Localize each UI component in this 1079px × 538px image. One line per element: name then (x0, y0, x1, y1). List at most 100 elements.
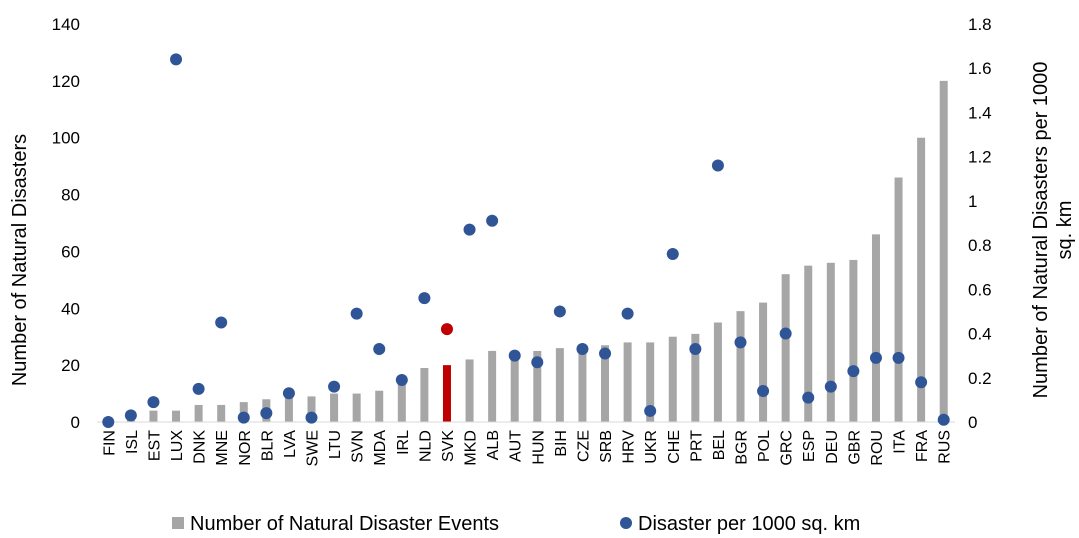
bar-pol (759, 302, 768, 422)
x-tick-label: MDA (372, 430, 389, 466)
point-rus (937, 413, 950, 426)
bar-prt (691, 333, 700, 422)
x-tick-label: ALB (485, 430, 502, 460)
bar-dnk (194, 404, 203, 422)
right-axis-title-line-1: Number of Natural Disasters per 1000 (1030, 62, 1052, 399)
legend-swatch-bar (172, 517, 184, 529)
x-tick-label: BIH (553, 430, 570, 457)
x-tick-label: LUX (169, 430, 186, 461)
point-esp (802, 391, 815, 404)
bar-irl (397, 379, 406, 422)
point-ukr (644, 404, 657, 417)
point-hun (531, 356, 544, 369)
point-mne (215, 316, 228, 329)
point-alb (486, 214, 499, 227)
point-aut (508, 349, 521, 362)
bars-series (126, 80, 948, 422)
x-tick-label: AUT (508, 430, 525, 462)
x-tick-label: DNK (192, 430, 209, 464)
legend: Number of Natural Disaster Events Disast… (172, 513, 860, 535)
point-swe (305, 411, 318, 424)
point-bgr (734, 336, 747, 349)
x-tick-label: HUN (530, 430, 547, 465)
x-tick-label: SVN (350, 430, 367, 463)
point-irl (395, 373, 408, 386)
point-ltu (328, 380, 341, 393)
x-tick-label: PRT (688, 430, 705, 462)
point-cze (576, 343, 589, 356)
x-tick-label: NLD (417, 430, 434, 462)
bar-rus (939, 80, 948, 422)
point-nld (418, 292, 431, 305)
x-tick-label: RUS (937, 430, 954, 464)
bar-mne (217, 404, 226, 422)
scatter-series (102, 53, 950, 428)
point-est (147, 396, 160, 409)
x-tick-label: GRC (779, 430, 796, 466)
bar-hrv (623, 342, 632, 422)
point-mkd (463, 223, 476, 236)
bar-mkd (465, 359, 474, 422)
legend-label-bar: Number of Natural Disaster Events (190, 513, 499, 535)
y2-tick-label: 0.6 (968, 280, 992, 299)
x-tick-label: CZE (575, 430, 592, 462)
bar-lux (172, 410, 181, 422)
x-tick-label: BLR (259, 430, 276, 461)
bar-deu (826, 262, 835, 422)
y2-tick-label: 1.8 (968, 15, 992, 34)
point-svn (350, 307, 363, 320)
y2-tick-label: 1.6 (968, 59, 992, 78)
bar-alb (488, 350, 497, 422)
x-tick-label: POL (756, 430, 773, 462)
x-tick-label: EST (146, 430, 163, 461)
legend-swatch-point (620, 517, 632, 529)
x-tick-label: ITA (892, 430, 909, 454)
bar-est (149, 410, 158, 422)
point-ita (892, 351, 905, 364)
x-tick-label: GBR (846, 430, 863, 465)
x-tick-label: SWE (305, 430, 322, 466)
x-tick-label: DEU (824, 430, 841, 464)
bar-lva (284, 396, 293, 422)
point-fin (102, 416, 115, 428)
point-lva (282, 387, 295, 400)
y2-tick-label: 0.8 (968, 236, 992, 255)
bar-gbr (849, 259, 858, 422)
point-pol (757, 385, 770, 398)
x-axis-ticks: FIN ISL EST LUX DNK MNE NOR BLR LVA SWE LTU SVN MDA I… (101, 430, 953, 467)
x-tick-label: LTU (327, 430, 344, 459)
point-svk (440, 323, 453, 336)
bar-ita (894, 177, 903, 422)
y2-tick-label: 0 (968, 413, 977, 432)
y-tick-label: 40 (61, 299, 80, 318)
x-tick-label: FIN (101, 430, 118, 456)
point-srb (599, 347, 612, 360)
y-tick-label: 60 (61, 242, 80, 261)
point-grc (779, 327, 792, 340)
bar-bih (555, 348, 564, 422)
y-tick-label: 80 (61, 186, 80, 205)
point-blr (260, 407, 273, 420)
bar-aut (510, 350, 519, 422)
x-tick-label: FRA (914, 430, 931, 462)
bar-svk (442, 365, 451, 422)
x-tick-label: ESP (801, 430, 818, 462)
point-dnk (192, 382, 205, 395)
bar-esp (804, 265, 813, 422)
legend-label-point: Disaster per 1000 sq. km (638, 513, 860, 535)
y-tick-label: 100 (52, 129, 80, 148)
point-che (666, 247, 679, 260)
right-axis-ticks: 0 0.2 0.4 0.6 0.8 1 1.2 1.4 1.6 1.8 (968, 15, 992, 432)
point-deu (824, 380, 837, 393)
point-fra (915, 376, 928, 389)
bar-svn (352, 393, 361, 422)
bar-grc (781, 274, 790, 422)
x-tick-label: ROU (869, 430, 886, 466)
bar-mda (375, 390, 384, 422)
point-lux (170, 53, 183, 66)
point-prt (689, 343, 702, 356)
left-axis-title: Number of Natural Disasters (9, 134, 31, 386)
x-tick-label: UKR (643, 430, 660, 464)
bar-fra (917, 137, 926, 422)
